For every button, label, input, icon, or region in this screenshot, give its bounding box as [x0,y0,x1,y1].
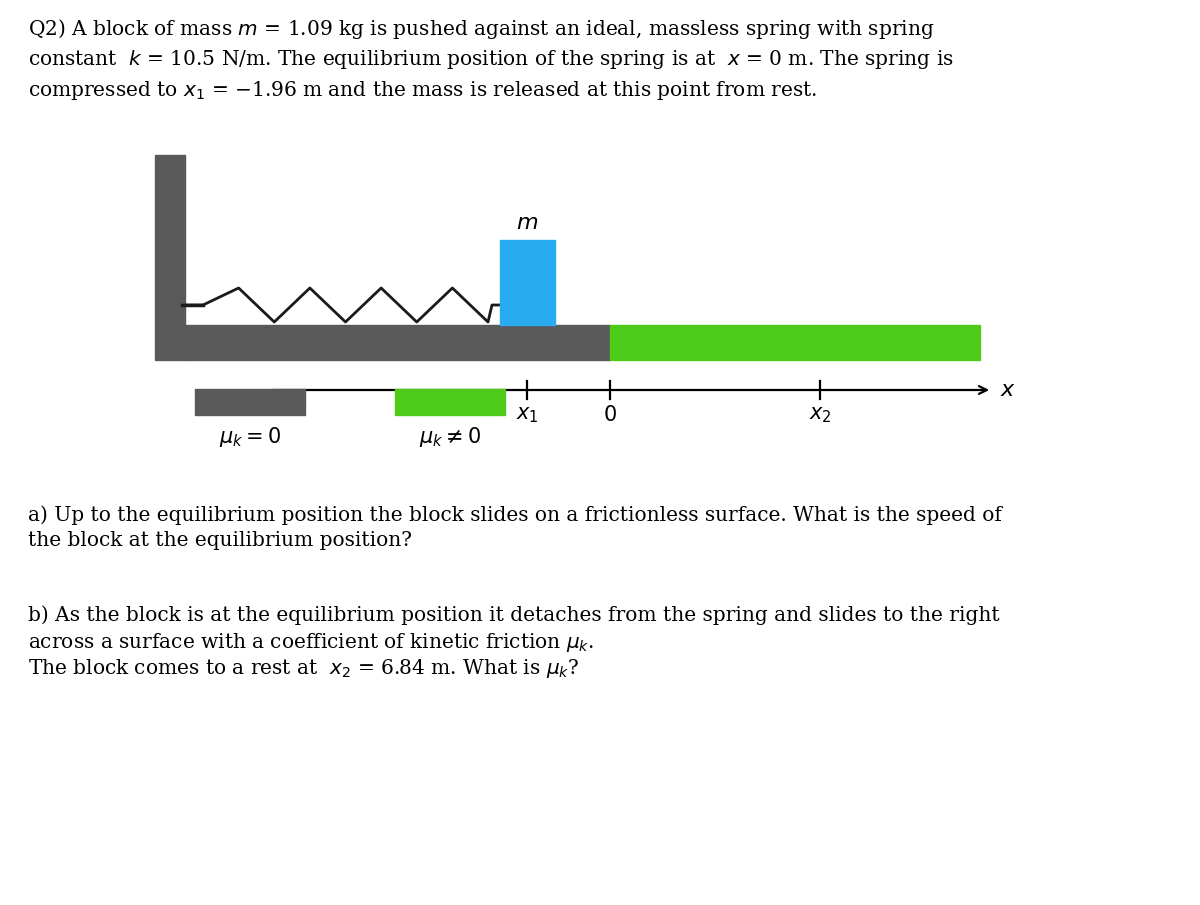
Bar [395,389,505,415]
Text: $m$: $m$ [516,212,539,234]
Bar [185,325,610,360]
Bar [500,240,554,325]
Text: The block comes to a rest at  $x_2$ = 6.84 m. What is $\mu_k$?: The block comes to a rest at $x_2$ = 6.8… [28,657,580,680]
Text: the block at the equilibrium position?: the block at the equilibrium position? [28,531,412,550]
Text: across a surface with a coefficient of kinetic friction $\mu_k$.: across a surface with a coefficient of k… [28,631,594,654]
Text: compressed to $x_1$ = −1.96 m and the mass is released at this point from rest.: compressed to $x_1$ = −1.96 m and the ma… [28,79,817,102]
Text: $\mu_k \neq 0$: $\mu_k \neq 0$ [419,425,481,449]
Text: constant  $k$ = 10.5 N/m. The equilibrium position of the spring is at  $x$ = 0 : constant $k$ = 10.5 N/m. The equilibrium… [28,48,954,71]
Bar [194,389,305,415]
Text: Q2) A block of mass $m$ = 1.09 kg is pushed against an ideal, massless spring wi: Q2) A block of mass $m$ = 1.09 kg is pus… [28,17,935,41]
Text: $x_1$: $x_1$ [516,405,539,424]
Text: $0$: $0$ [604,405,617,425]
Text: $\mu_k = 0$: $\mu_k = 0$ [218,425,281,449]
Bar [155,155,185,360]
Bar [610,325,980,360]
Text: a) Up to the equilibrium position the block slides on a frictionless surface. Wh: a) Up to the equilibrium position the bl… [28,505,1002,525]
Text: $x_2$: $x_2$ [809,405,832,424]
Text: b) As the block is at the equilibrium position it detaches from the spring and s: b) As the block is at the equilibrium po… [28,605,1000,624]
Text: $x$: $x$ [1000,379,1016,401]
